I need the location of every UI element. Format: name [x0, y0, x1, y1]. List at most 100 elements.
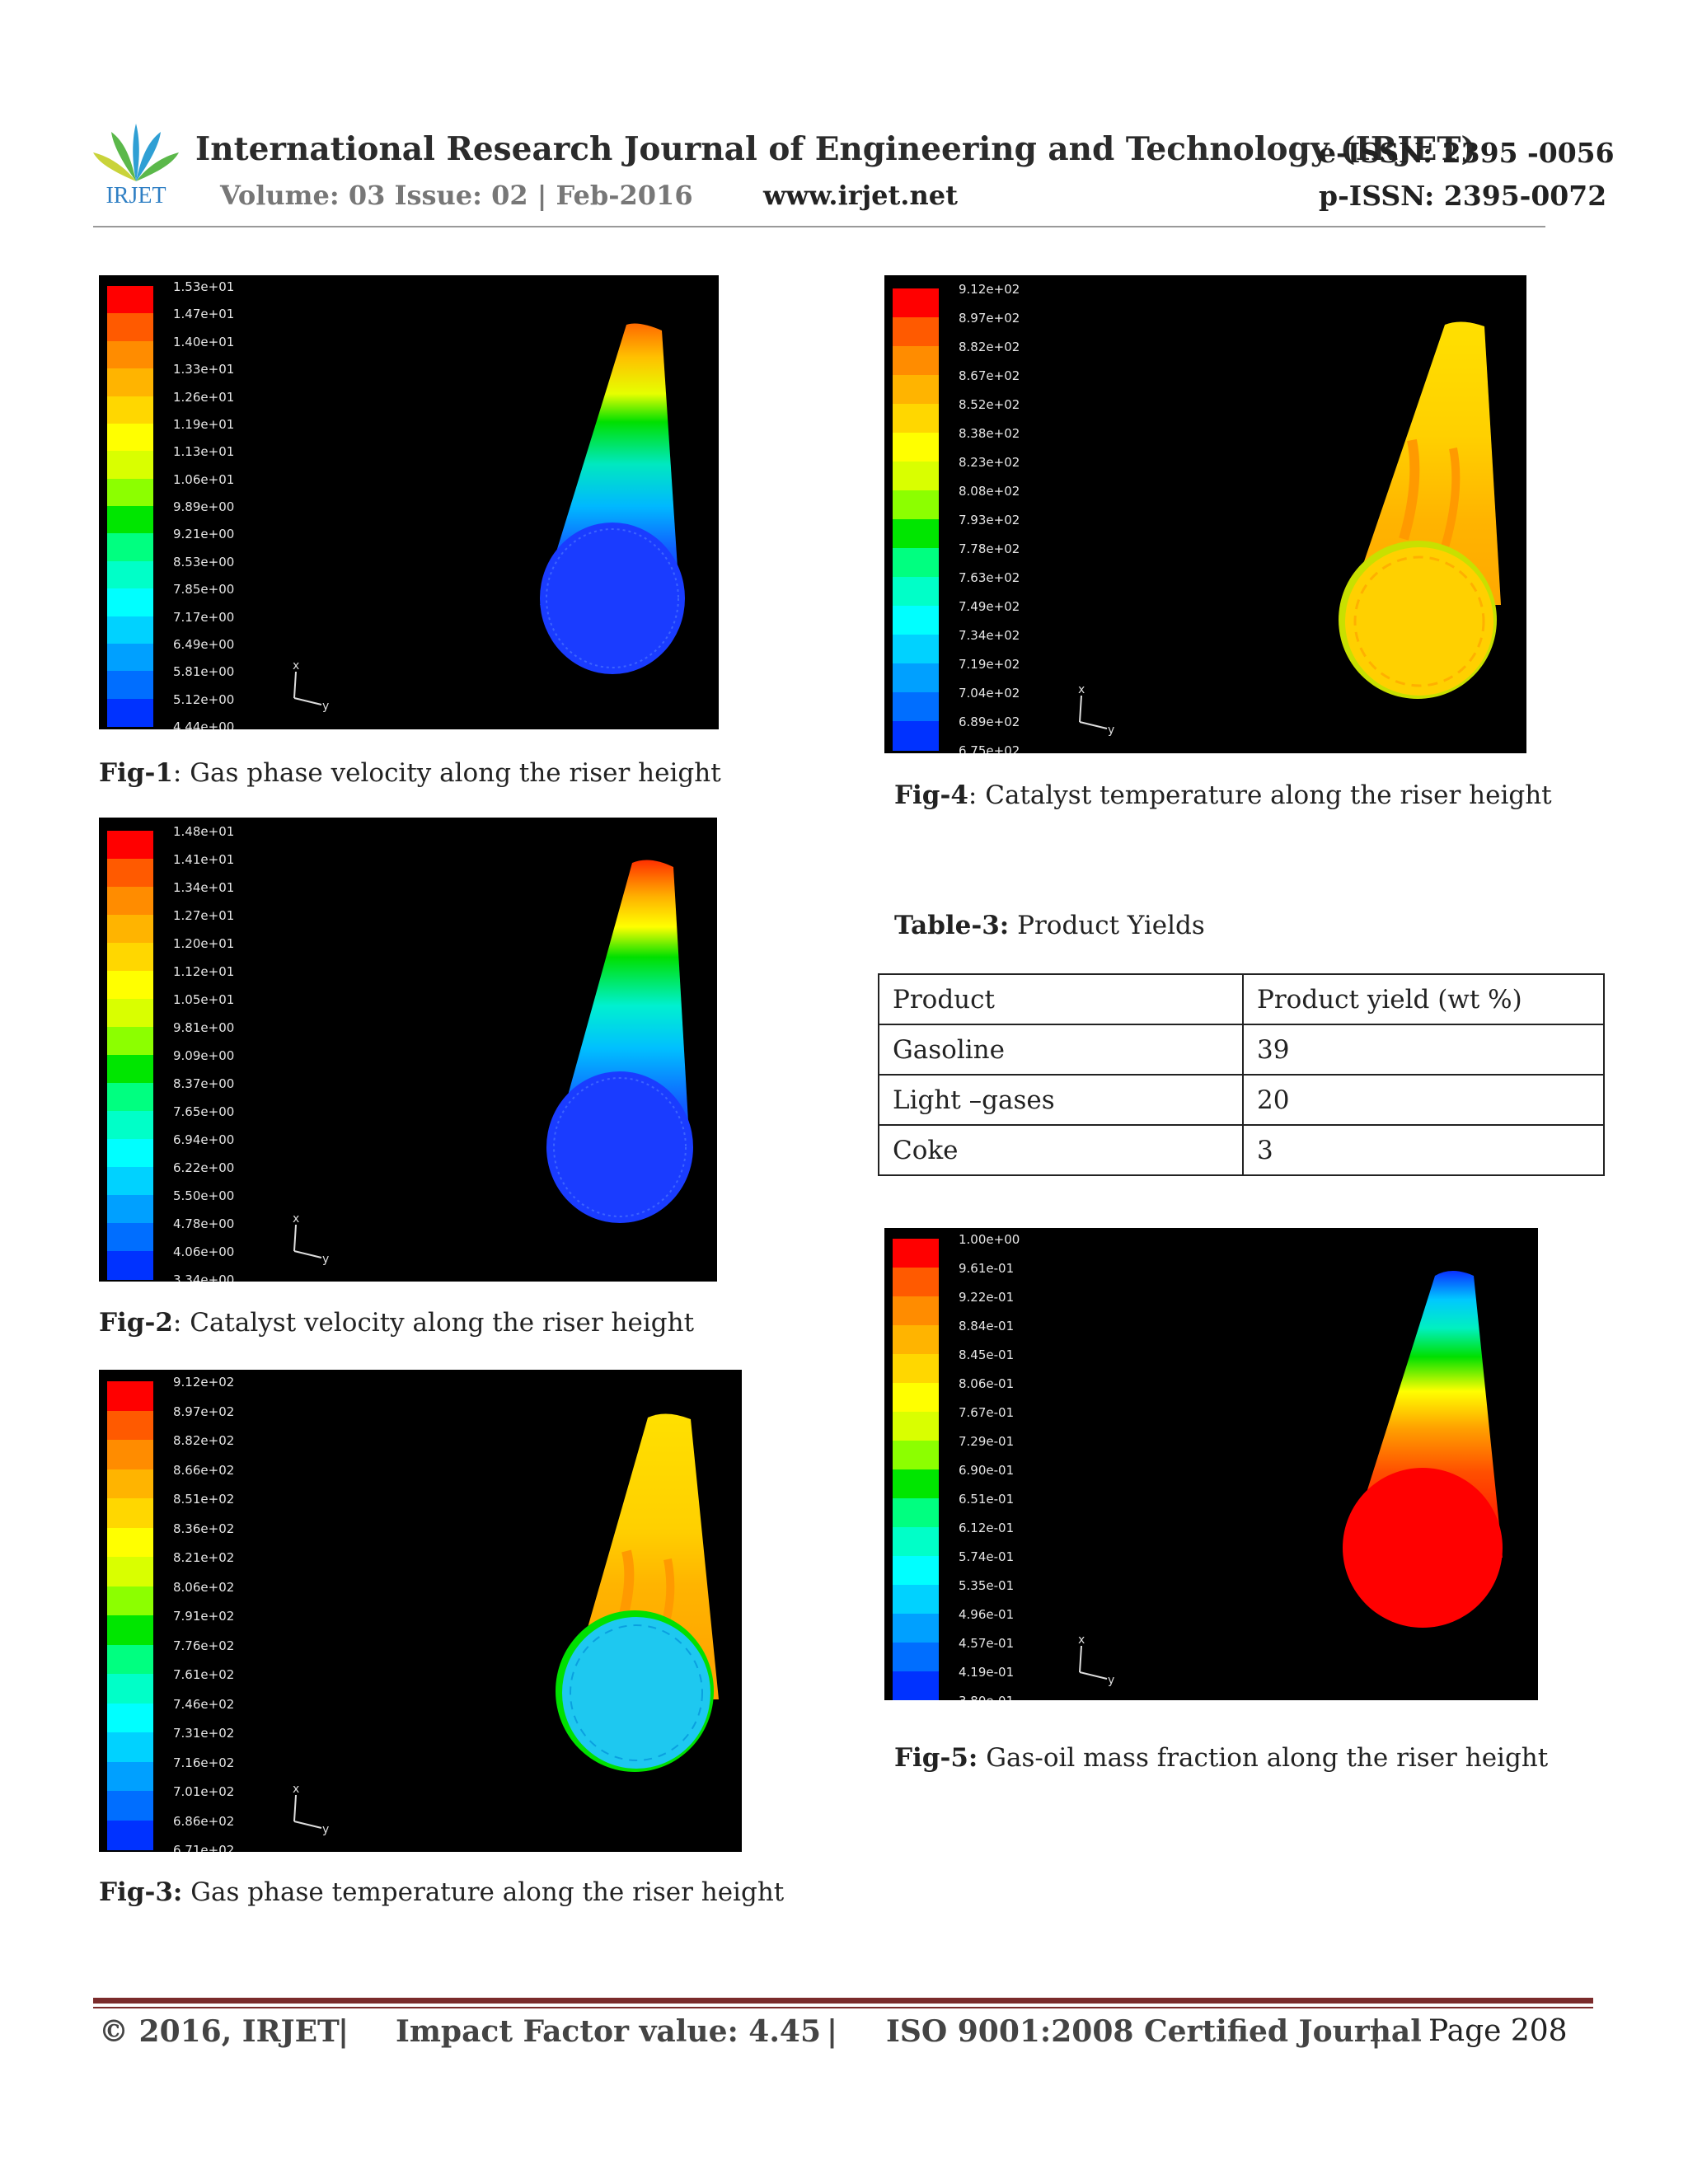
- legend-swatch: [107, 1167, 153, 1196]
- caption-text: Gas phase velocity along the riser heigh…: [190, 758, 721, 788]
- axis-triad-icon: xy: [293, 1783, 329, 1836]
- legend-value-label: 8.06e-01: [959, 1376, 1015, 1391]
- axis-y-label: y: [322, 1823, 329, 1836]
- legend-swatch: [893, 1614, 939, 1643]
- legend-value-label: 7.29e-01: [959, 1434, 1015, 1449]
- legend-value-label: 6.75e+02: [959, 743, 1020, 754]
- footer-iso: ISO 9001:2008 Certified Journal: [886, 2014, 1422, 2049]
- table-header-cell: Product: [878, 973, 1244, 1025]
- riser-cone-fig4: [1339, 321, 1501, 699]
- caption-label: Fig-5:: [894, 1743, 978, 1773]
- riser-cone-fig1: [540, 323, 685, 674]
- product-yields-table: Product Product yield (wt %) Gasoline 39…: [878, 973, 1605, 1176]
- legend-swatch: [107, 1674, 153, 1704]
- footer-page-number: Page 208: [1428, 2014, 1568, 2048]
- legend-value-label: 1.48e+01: [173, 824, 235, 839]
- legend-swatch: [893, 1469, 939, 1499]
- axis-y-label: y: [1108, 724, 1114, 737]
- legend-swatch: [107, 1791, 153, 1821]
- legend-value-label: 6.12e-01: [959, 1521, 1015, 1535]
- legend-value-label: 8.82e+02: [959, 340, 1020, 354]
- legend-swatch: [107, 616, 153, 644]
- legend-value-label: 1.13e+01: [173, 444, 235, 460]
- caption-text: Gas phase temperature along the riser he…: [190, 1877, 785, 1907]
- legend-swatch: [893, 317, 939, 347]
- footer-impact-factor: Impact Factor value: 4.45: [396, 2014, 821, 2049]
- legend-swatch: [107, 831, 153, 860]
- legend-swatch: [893, 721, 939, 751]
- legend-value-label: 8.66e+02: [173, 1462, 235, 1478]
- legend-value-label: 8.84e-01: [959, 1319, 1015, 1333]
- legend-value-label: 7.16e+02: [173, 1755, 235, 1770]
- legend-value-label: 9.12e+02: [173, 1375, 235, 1390]
- legend-swatch: [893, 288, 939, 318]
- legend-value-label: 8.08e+02: [959, 484, 1020, 499]
- table-3-title: Table-3: Product Yields: [894, 911, 1205, 940]
- footer-separator: |: [338, 2014, 349, 2049]
- legend-value-label: 1.06e+01: [173, 471, 235, 487]
- legend-value-label: 1.19e+01: [173, 416, 235, 432]
- legend-value-label: 4.78e+00: [173, 1216, 235, 1231]
- legend-swatch: [107, 396, 153, 424]
- caption-text: Gas-oil mass fraction along the riser he…: [986, 1743, 1549, 1773]
- footer-divider-thin: [93, 2007, 1593, 2008]
- legend-swatch: [107, 588, 153, 617]
- legend-swatch: [107, 533, 153, 562]
- legend-swatch: [107, 943, 153, 972]
- table-cell: 39: [1242, 1024, 1605, 1076]
- axis-y-label: y: [322, 700, 329, 713]
- legend-value-label: 1.53e+01: [173, 279, 235, 294]
- legend-swatch: [893, 375, 939, 405]
- legend-swatch: [893, 1412, 939, 1441]
- caption-separator: [182, 1877, 190, 1907]
- legend-swatch: [893, 1441, 939, 1470]
- legend-swatch: [893, 1239, 939, 1268]
- legend-value-label: 7.78e+02: [959, 541, 1020, 556]
- legend-swatch: [107, 859, 153, 888]
- axis-y-label: y: [322, 1253, 329, 1266]
- legend-value-label: 4.96e-01: [959, 1607, 1015, 1622]
- figure-1-contour-plot: 1.53e+01 1.47e+01 1.40e+01 1.33e+01 1.26e+01…: [99, 275, 719, 729]
- journal-website-link[interactable]: www.irjet.net: [763, 180, 958, 211]
- figure-4-contour-plot: 9.12e+02 8.97e+02 8.82e+02 8.67e+02 8.52e+02…: [884, 275, 1526, 753]
- legend-swatch: [107, 1027, 153, 1056]
- legend-swatch: [107, 1469, 153, 1499]
- caption-separator: :: [172, 1308, 190, 1338]
- riser-cone-fig3: [556, 1413, 719, 1772]
- legend-swatch: [893, 462, 939, 491]
- riser-cone-fig5: [1343, 1271, 1503, 1628]
- legend-value-label: 4.44e+00: [173, 719, 235, 730]
- legend-swatch: [893, 1268, 939, 1297]
- legend-swatch: [107, 1498, 153, 1529]
- legend-value-label: 6.86e+02: [173, 1813, 235, 1829]
- legend-swatch: [893, 433, 939, 462]
- legend-swatch: [107, 451, 153, 480]
- logo-text: IRJET: [106, 183, 166, 208]
- legend-value-label: 5.35e-01: [959, 1578, 1015, 1593]
- legend-swatch: [893, 1527, 939, 1557]
- legend-swatch: [107, 478, 153, 507]
- legend-swatch: [107, 1557, 153, 1587]
- legend-value-label: 7.04e+02: [959, 686, 1020, 701]
- legend-swatch: [107, 1111, 153, 1140]
- legend-swatch: [893, 606, 939, 635]
- caption-text: Catalyst velocity along the riser height: [190, 1308, 695, 1338]
- legend-value-label: 1.05e+01: [173, 992, 235, 1007]
- legend-value-label: 1.34e+01: [173, 880, 235, 895]
- legend-value-label: 6.22e+00: [173, 1160, 235, 1175]
- legend-value-label: 8.67e+02: [959, 368, 1020, 383]
- axis-x-label: x: [1078, 683, 1085, 696]
- legend-value-label: 8.06e+02: [173, 1579, 235, 1595]
- legend-swatch: [893, 1556, 939, 1586]
- figure-1-caption: Fig-1: Gas phase velocity along the rise…: [99, 758, 721, 788]
- legend-value-label: 1.20e+01: [173, 936, 235, 951]
- caption-separator: [978, 1743, 986, 1773]
- legend-value-label: 7.19e+02: [959, 657, 1020, 672]
- legend-value-label: 8.97e+02: [173, 1404, 235, 1419]
- legend-swatch: [107, 1223, 153, 1252]
- legend-swatch: [107, 1251, 153, 1280]
- legend-value-label: 9.89e+00: [173, 499, 235, 514]
- legend-value-label: 7.65e+00: [173, 1104, 235, 1119]
- axis-triad-icon: xy: [293, 659, 329, 713]
- legend-value-label: 8.52e+02: [959, 397, 1020, 412]
